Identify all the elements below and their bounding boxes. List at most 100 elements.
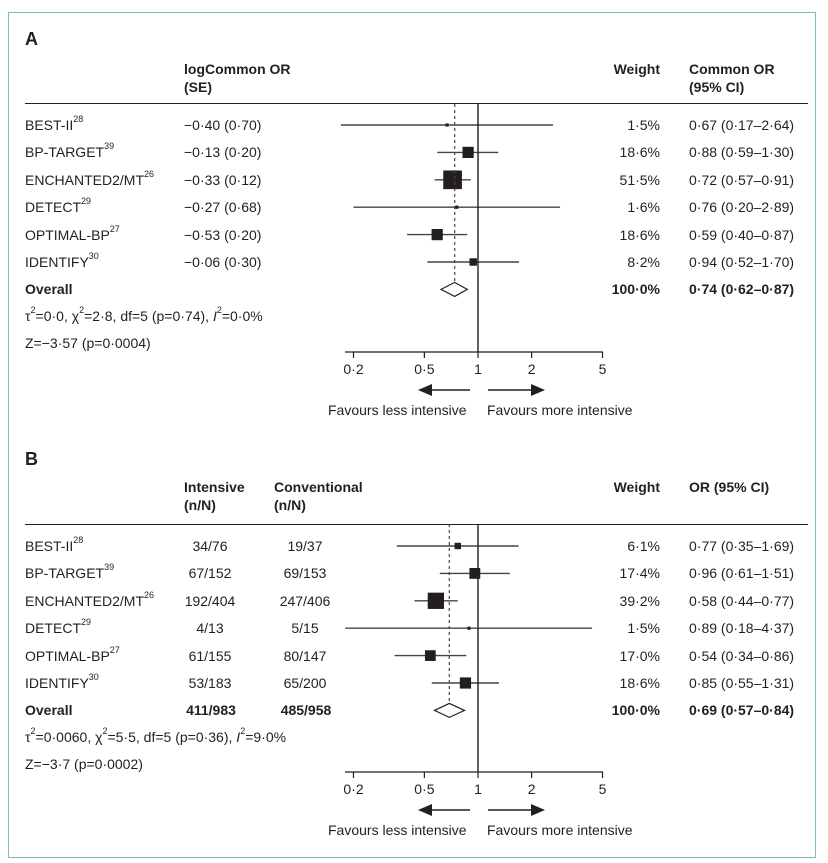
overall-weight: 100·0% (611, 281, 660, 298)
study-or-ci: 0·76 (0·20–2·89) (689, 199, 795, 216)
overall-or-ci: 0·74 (0·62–0·87) (689, 281, 795, 298)
point-estimate-box (462, 146, 474, 159)
study-name: DETECT29 (25, 196, 92, 216)
conventional-events: 80/147 (283, 647, 327, 664)
i-squared-symbol: I (212, 308, 217, 325)
reference-superscript: 29 (81, 617, 92, 628)
x-axis-tick-label: 0·2 (343, 361, 363, 377)
x-axis-tick-label: 0·2 (343, 781, 363, 797)
header-rule (25, 103, 808, 104)
study-name: DETECT29 (25, 617, 92, 637)
x-axis-tick-label: 5 (599, 781, 607, 797)
estimate-header: logCommon OR (184, 61, 291, 77)
reference-superscript: 39 (104, 562, 115, 573)
study-or-ci: 0·96 (0·61–1·51) (689, 565, 795, 582)
x-axis-tick-label: 0·5 (414, 781, 434, 797)
log-or-se: −0·06 (0·30) (184, 254, 262, 270)
study-weight: 1·6% (627, 199, 660, 216)
x-axis-tick-label: 2 (528, 781, 536, 797)
point-estimate-box (469, 567, 481, 579)
i-squared-sup: 2 (216, 305, 222, 316)
heterogeneity-stats: τ2=0·0, χ2=2·8, df=5 (p=0·74), I2=0·0% (25, 305, 263, 325)
chi-squared-sup: 2 (102, 726, 108, 737)
reference-superscript: 30 (88, 672, 99, 682)
study-name: ENCHANTED2/MT26 (25, 168, 155, 188)
tau-squared-sup: 2 (30, 726, 36, 737)
conventional-events: 19/37 (287, 538, 323, 554)
study-name: BP-TARGET39 (25, 562, 115, 582)
log-or-se: −0·13 (0·20) (184, 144, 262, 161)
log-or-se: −0·53 (0·20) (184, 226, 262, 243)
study-weight: 18·6% (619, 675, 660, 691)
conventional-events: 69/153 (283, 565, 327, 582)
reference-superscript: 28 (73, 535, 84, 545)
reference-superscript: 27 (109, 644, 120, 655)
study-name: IDENTIFY30 (25, 251, 99, 271)
intensive-header: Intensive (184, 479, 245, 495)
point-estimate-box (459, 677, 472, 689)
conventional-events: 65/200 (283, 675, 327, 691)
weight-header: Weight (613, 479, 660, 495)
favours-left-label: Favours less intensive (328, 822, 467, 838)
study-or-ci: 0·85 (0·55–1·31) (689, 675, 795, 691)
favours-right-label: Favours more intensive (487, 402, 633, 418)
heterogeneity-stats: τ2=0·0060, χ2=5·5, df=5 (p=0·36), I2=9·0… (25, 726, 287, 746)
overall-label: Overall (25, 281, 73, 298)
study-or-ci: 0·89 (0·18–4·37) (689, 620, 795, 637)
intensive-events: 4/13 (196, 620, 224, 637)
x-axis-tick-label: 2 (528, 361, 536, 377)
reference-superscript: 29 (81, 196, 92, 207)
arrow-left-head (418, 804, 432, 816)
study-name: OPTIMAL-BP27 (25, 223, 120, 243)
point-estimate-box (454, 542, 461, 550)
study-weight: 39·2% (619, 592, 660, 609)
overall-conventional: 485/958 (280, 702, 332, 719)
x-axis-tick-label: 1 (474, 361, 482, 377)
study-weight: 1·5% (627, 620, 660, 637)
pooled-diamond (439, 281, 469, 298)
conventional-header-sub: (n/N) (274, 497, 306, 513)
study-weight: 6·1% (627, 538, 660, 554)
intensive-events: 34/76 (192, 538, 228, 554)
point-estimate-box (427, 592, 445, 609)
study-weight: 8·2% (627, 254, 660, 270)
study-name: IDENTIFY30 (25, 672, 99, 692)
study-or-ci: 0·58 (0·44–0·77) (689, 592, 795, 609)
study-or-ci: 0·67 (0·17–2·64) (689, 117, 795, 133)
panel-label: A (25, 29, 38, 49)
conventional-events: 247/406 (279, 592, 331, 609)
study-name: BEST-II28 (25, 114, 84, 134)
arrow-right-head (531, 804, 545, 816)
point-estimate-box (424, 650, 436, 661)
log-or-se: −0·40 (0·70) (184, 117, 262, 133)
intensive-events: 53/183 (188, 675, 232, 691)
tau-squared-sup: 2 (30, 305, 36, 316)
overall-weight: 100·0% (611, 702, 660, 719)
ci-header: Common OR (689, 61, 775, 77)
conventional-header: Conventional (274, 479, 363, 495)
study-weight: 1·5% (627, 117, 660, 133)
header-rule (25, 524, 808, 525)
point-estimate-box (431, 228, 443, 241)
ci-header-sub: (95% CI) (689, 79, 745, 95)
point-estimate-box (469, 258, 477, 266)
point-estimate-box (443, 170, 462, 190)
ci-header: OR (95% CI) (689, 479, 770, 495)
study-or-ci: 0·94 (0·52–1·70) (689, 254, 795, 270)
i-squared-symbol: I (236, 729, 241, 746)
log-or-se: −0·27 (0·68) (184, 199, 262, 216)
arrow-left-head (418, 384, 432, 396)
study-weight: 51·5% (619, 171, 660, 188)
panel-a: A logCommon OR (SE) Weight Common OR (95… (0, 0, 828, 430)
study-name: BP-TARGET39 (25, 141, 115, 161)
favours-right-label: Favours more intensive (487, 822, 633, 838)
z-test: Z=−3·7 (p=0·0002) (25, 756, 143, 773)
reference-superscript: 27 (109, 223, 120, 234)
point-estimate-box (455, 205, 459, 209)
overall-label: Overall (25, 702, 73, 719)
x-axis-tick-label: 1 (474, 781, 482, 797)
log-or-se: −0·33 (0·12) (184, 171, 262, 188)
reference-superscript: 26 (144, 589, 155, 600)
x-axis-tick-label: 0·5 (414, 361, 434, 377)
intensive-events: 192/404 (184, 592, 236, 609)
